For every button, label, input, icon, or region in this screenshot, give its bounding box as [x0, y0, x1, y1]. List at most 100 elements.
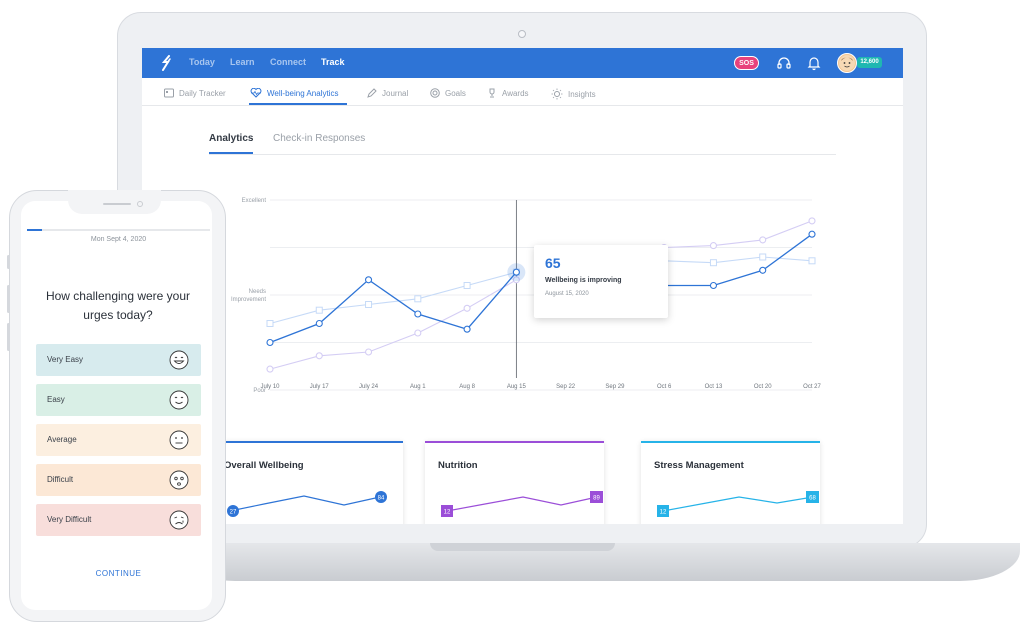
card-title: Nutrition — [438, 460, 478, 471]
subnav-label: Goals — [445, 88, 466, 98]
data-point — [808, 230, 816, 238]
heart-icon — [250, 88, 262, 98]
x-tick-label: July 17 — [310, 384, 330, 390]
nav-track[interactable]: Track — [321, 57, 345, 67]
series-line — [269, 271, 517, 325]
subnav-label: Awards — [502, 88, 529, 98]
wellbeing-line-chart: Excellent Needs Improvement Poor July 10 Jul… — [231, 198, 822, 394]
card-title: Overall Wellbeing — [224, 460, 304, 471]
subnav-insights[interactable]: Insights — [551, 88, 596, 100]
top-nav: Today Learn Connect Track SOS — [142, 48, 903, 78]
option-label: Very Difficult — [47, 515, 92, 524]
sparkline-end-marker — [590, 491, 603, 503]
bell-icon[interactable] — [805, 54, 823, 72]
continue-button[interactable]: CONTINUE — [95, 569, 142, 578]
card-overall-wellbeing[interactable]: Overall Wellbeing 27 84 — [224, 441, 403, 524]
tracker-icon — [164, 88, 174, 98]
tooltip-date: August 15, 2020 — [545, 291, 589, 297]
tooltip-message: Wellbeing is improving — [545, 277, 622, 284]
data-point — [266, 320, 274, 327]
option-label: Easy — [47, 395, 65, 404]
option-label: Very Easy — [47, 355, 84, 364]
option-label: Difficult — [47, 475, 74, 484]
data-point — [315, 306, 323, 314]
data-point — [463, 304, 471, 312]
x-tick-label: Aug 15 — [507, 384, 527, 390]
x-tick-label: July 10 — [260, 384, 280, 390]
sub-nav: Daily Tracker Well-being Analytics Journ… — [142, 78, 903, 106]
data-point — [414, 329, 422, 337]
crying-face-icon — [169, 510, 189, 530]
analytics-tabs: Analytics Check-in Responses — [209, 133, 836, 155]
sparkline-end-marker — [806, 491, 819, 503]
avatar[interactable] — [837, 53, 857, 73]
headset-icon[interactable] — [775, 54, 793, 72]
subnav-journal[interactable]: Journal — [367, 88, 408, 98]
sos-button[interactable]: SOS — [734, 56, 759, 70]
points-badge: 12,600 — [857, 57, 882, 68]
data-point — [759, 253, 767, 261]
sparkline-end-marker — [375, 491, 387, 503]
subnav-label: Insights — [568, 89, 596, 99]
data-point — [463, 282, 471, 289]
series-line — [664, 220, 813, 249]
option-average[interactable]: Average — [36, 424, 201, 456]
subnav-wellbeing-analytics[interactable]: Well-being Analytics — [250, 88, 338, 98]
very-happy-face-icon — [169, 350, 189, 370]
data-point — [266, 365, 274, 373]
lightbulb-icon — [551, 88, 563, 100]
x-tick-label: Sep 29 — [605, 384, 625, 390]
x-tick-label: Oct 13 — [705, 384, 723, 390]
data-point — [512, 268, 520, 276]
series-line — [269, 271, 517, 344]
sparkline-start-label: 27 — [230, 510, 237, 516]
phone-volume-down — [7, 323, 10, 351]
nav-today[interactable]: Today — [189, 57, 215, 67]
sparkline-end-label: 68 — [809, 496, 816, 502]
data-point — [266, 338, 274, 347]
card-nutrition[interactable]: Nutrition 12 89 — [425, 441, 604, 524]
series-line — [664, 256, 813, 264]
tooltip-value: 65 — [545, 255, 561, 271]
nav-connect[interactable]: Connect — [270, 57, 306, 67]
tab-analytics[interactable]: Analytics — [209, 133, 254, 144]
x-tick-label: Aug 1 — [410, 384, 426, 390]
option-very-difficult[interactable]: Very Difficult — [36, 504, 201, 536]
option-easy[interactable]: Easy — [36, 384, 201, 416]
subnav-awards[interactable]: Awards — [487, 88, 529, 98]
phone-mute-switch — [7, 255, 10, 269]
tab-active-indicator — [209, 152, 253, 154]
laptop-base-notch — [430, 543, 615, 551]
x-tick-label: Oct 27 — [803, 384, 821, 390]
stress-management-sparkline: 12 68 — [657, 491, 819, 517]
data-point — [709, 281, 718, 290]
sparkline-start-label: 12 — [444, 510, 451, 516]
sparkline-start-marker — [441, 505, 453, 517]
option-difficult[interactable]: Difficult — [36, 464, 201, 496]
data-point — [364, 276, 373, 284]
subnav-daily-tracker[interactable]: Daily Tracker — [164, 88, 226, 98]
phone-notch — [68, 190, 161, 214]
sparkline-start-marker — [227, 505, 239, 517]
target-icon — [430, 88, 440, 98]
subnav-label: Well-being Analytics — [267, 88, 339, 98]
data-point — [365, 301, 373, 308]
data-point — [709, 242, 718, 250]
data-point — [315, 352, 323, 360]
option-very-easy[interactable]: Very Easy — [36, 344, 201, 376]
phone-camera — [137, 201, 143, 207]
sparkline-start-marker — [657, 505, 669, 517]
sparkline-end-label: 89 — [593, 496, 600, 502]
y-tick-label: Excellent — [242, 198, 267, 204]
chart-tooltip: 65 Wellbeing is improving August 15, 202… — [534, 245, 668, 318]
x-tick-label: July 24 — [359, 384, 379, 390]
logo-icon[interactable] — [160, 55, 174, 71]
nav-learn[interactable]: Learn — [230, 57, 255, 67]
worried-face-icon — [169, 470, 189, 490]
data-point — [463, 325, 471, 333]
tab-check-in-responses[interactable]: Check-in Responses — [273, 133, 366, 144]
subnav-goals[interactable]: Goals — [430, 88, 466, 98]
card-stress-management[interactable]: Stress Management 12 68 — [641, 441, 820, 524]
overall-wellbeing-sparkline: 27 84 — [227, 491, 387, 517]
